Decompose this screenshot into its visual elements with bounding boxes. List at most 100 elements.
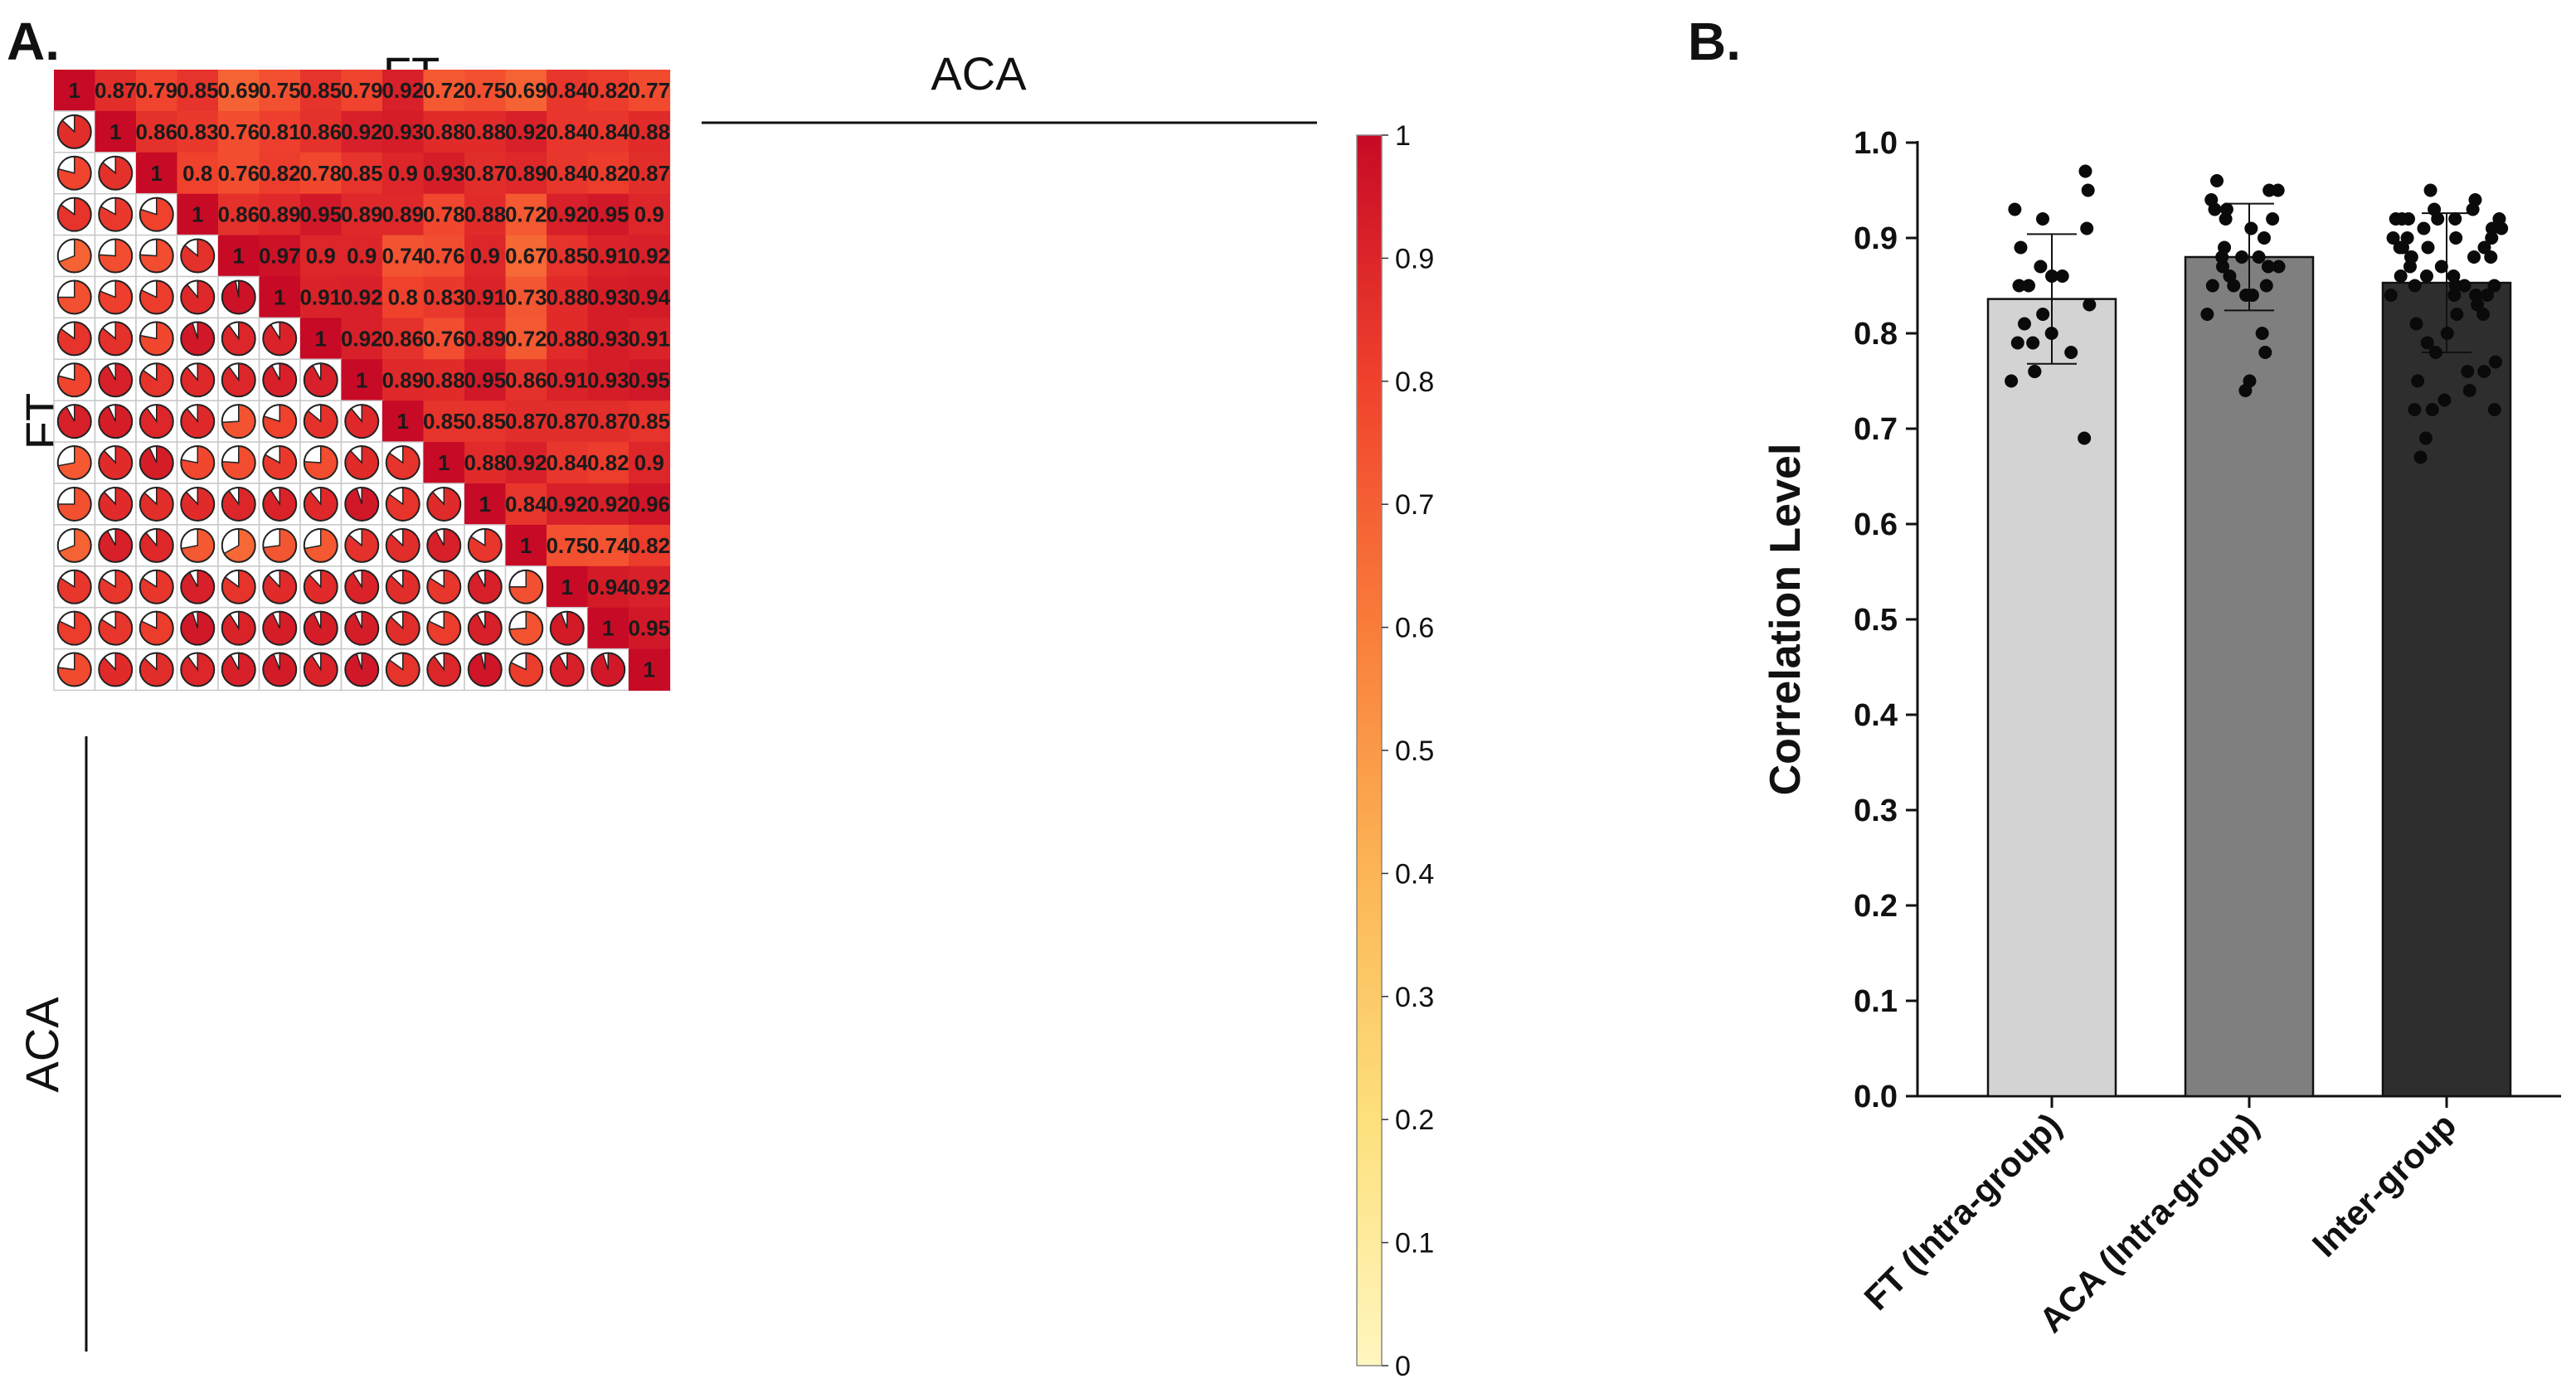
pie-outline <box>385 652 420 687</box>
heatmap-cell <box>587 565 629 609</box>
x-tick-label: Inter-group <box>2305 1105 2464 1264</box>
heatmap-cell-value: 1 <box>69 78 80 103</box>
heatmap-cell <box>300 110 343 153</box>
pie-outline <box>385 610 420 646</box>
data-point <box>2431 212 2445 226</box>
heatmap-cell <box>629 235 671 278</box>
heatmap-cell <box>382 400 425 443</box>
heatmap-cell-value: 1 <box>233 244 245 269</box>
heatmap-cell <box>587 524 629 567</box>
data-point <box>2386 231 2400 245</box>
pie-outline <box>303 362 338 398</box>
heatmap-cell <box>300 318 343 360</box>
heatmap-cell <box>341 276 383 318</box>
pie-outline <box>262 527 298 563</box>
data-point <box>2255 327 2269 340</box>
colorbar-tick-label: 0.8 <box>1395 366 1434 398</box>
pie-outline <box>56 445 92 481</box>
heatmap-cell-value: 0.86 <box>217 202 260 227</box>
colorbar-tick-label: 0.7 <box>1395 489 1434 521</box>
heatmap-cell-value: 0.89 <box>382 367 424 392</box>
heatmap-cell-value: 0.91 <box>464 284 506 309</box>
y-tick-label: 0.2 <box>1854 889 1898 924</box>
heatmap-cell <box>547 193 589 236</box>
heatmap-cell <box>547 400 589 443</box>
heatmap-cell-value: 0.92 <box>546 492 588 517</box>
heatmap-cell <box>54 70 96 112</box>
pie-outline <box>180 527 216 563</box>
heatmap-cell <box>464 70 507 112</box>
heatmap-cell-value: 0.95 <box>628 367 670 392</box>
y-tick-label: 0.3 <box>1854 794 1898 828</box>
heatmap-cell <box>505 318 547 360</box>
data-point <box>2045 269 2059 283</box>
pie-outline <box>139 610 174 646</box>
heatmap-cell-value: 0.82 <box>587 78 629 103</box>
data-point <box>2022 279 2036 293</box>
pie-outline <box>56 155 92 191</box>
data-point <box>2418 431 2433 445</box>
bar <box>2184 255 2315 1098</box>
heatmap-cell <box>547 565 589 609</box>
heatmap-cell-value: 0.93 <box>587 326 629 351</box>
data-point <box>2408 403 2422 416</box>
heatmap-cell <box>505 359 547 401</box>
heatmap-cell-value: 0.93 <box>587 367 629 392</box>
pie-outline <box>56 238 92 274</box>
pie-outline <box>56 652 92 687</box>
data-point <box>2244 221 2258 235</box>
heatmap-cell <box>423 193 465 236</box>
pie-outline <box>139 321 174 357</box>
heatmap-cell <box>629 152 671 195</box>
colorbar-tick-label: 0.4 <box>1395 858 1434 890</box>
pie-outline <box>98 362 134 398</box>
heatmap-cell-value: 0.74 <box>587 533 629 558</box>
data-point <box>2419 269 2433 283</box>
heatmap-cell <box>341 318 383 360</box>
heatmap-cell <box>547 318 589 360</box>
heatmap-cell <box>505 442 547 484</box>
heatmap-cell <box>464 359 507 401</box>
pie-outline <box>139 279 174 315</box>
heatmap-cell-value: 0.92 <box>628 244 670 269</box>
heatmap-cell <box>587 235 629 278</box>
data-point <box>2272 260 2286 274</box>
heatmap-cell-value: 0.9 <box>634 202 664 227</box>
heatmap-cell <box>547 442 589 484</box>
heatmap-cell <box>629 483 671 526</box>
heatmap-cell-value: 0.82 <box>587 161 629 186</box>
heatmap-cell <box>300 70 343 112</box>
data-point <box>2227 279 2241 293</box>
heatmap-cell-value: 0.93 <box>423 161 465 186</box>
heatmap-cell-value: 0.67 <box>505 244 547 269</box>
pie-outline <box>56 610 92 646</box>
pie-outline <box>262 569 298 604</box>
pie-outline <box>508 569 544 604</box>
heatmap-cell <box>300 276 343 318</box>
heatmap-cell-value: 0.8 <box>182 161 212 186</box>
heatmap-cell-value: 0.92 <box>341 326 383 351</box>
data-point <box>2384 289 2398 302</box>
heatmap-cell-value: 1 <box>397 409 409 434</box>
heatmap-cell-value: 0.81 <box>259 119 301 144</box>
heatmap-cell <box>177 70 219 112</box>
y-tick-label: 0.1 <box>1854 984 1898 1019</box>
data-point <box>2487 279 2501 293</box>
data-point <box>2408 279 2422 293</box>
pie-outline <box>385 486 420 522</box>
heatmap-cell <box>300 152 343 195</box>
data-point <box>2440 327 2454 340</box>
data-point <box>2437 393 2452 407</box>
heatmap-cell-value: 0.87 <box>587 409 629 434</box>
heatmap-cell-value: 0.82 <box>587 450 629 475</box>
heatmap-cell <box>547 110 589 153</box>
heatmap-cell <box>259 110 301 153</box>
pie-outline <box>385 527 420 563</box>
pie-outline <box>262 321 298 357</box>
pie-outline <box>467 527 503 563</box>
heatmap-cell-value: 0.9 <box>347 244 377 269</box>
colorbar-tick-label: 1 <box>1395 120 1411 152</box>
pie-outline <box>303 652 338 687</box>
heatmap-cell-value: 0.94 <box>628 284 670 309</box>
data-point <box>2210 174 2224 187</box>
